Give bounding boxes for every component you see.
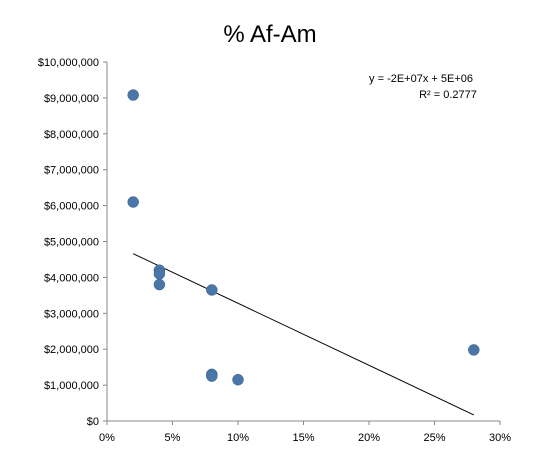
trendline-layer (132, 253, 475, 416)
scatter-point (153, 278, 166, 291)
y-tick-label: $1,000,000 (44, 380, 99, 392)
chart-title: % Af-Am (223, 21, 316, 48)
x-tick-label: 25% (423, 432, 445, 444)
x-tick-label: 0% (99, 432, 115, 444)
x-tick-label: 20% (358, 432, 380, 444)
x-axis-ticks: 0% 5% 10% 15% 20% 25% 30% (99, 421, 511, 444)
trendline (132, 253, 475, 416)
x-tick-label: 15% (292, 432, 314, 444)
y-tick-label: $3,000,000 (44, 308, 99, 320)
data-points (127, 89, 480, 386)
y-tick-label: $8,000,000 (44, 129, 99, 141)
y-tick-label: $5,000,000 (44, 237, 99, 249)
trendline-equation: y = -2E+07x + 5E+06 (369, 73, 473, 85)
r-squared: R² = 0.2777 (419, 89, 477, 101)
x-tick-label: 10% (227, 432, 249, 444)
y-axis-ticks: $0 $1,000,000 $2,000,000 $3,000,000 $4,000,0… (38, 57, 107, 428)
scatter-point (468, 344, 480, 356)
x-tick-label: 30% (489, 432, 511, 444)
y-tick-label: $0 (87, 416, 99, 428)
y-tick-label: $4,000,000 (44, 272, 99, 284)
y-tick-label: $2,000,000 (44, 344, 99, 356)
scatter-point (153, 268, 166, 280)
chart-axes (106, 62, 500, 422)
y-tick-label: $10,000,000 (38, 57, 99, 69)
y-tick-label: $9,000,000 (44, 93, 99, 105)
scatter-point (232, 373, 244, 386)
y-tick-label: $7,000,000 (44, 165, 99, 177)
scatter-point (127, 89, 139, 101)
scatter-point (127, 196, 139, 208)
scatter-point (206, 284, 218, 296)
scatter-point (206, 370, 218, 382)
y-tick-label: $6,000,000 (44, 201, 99, 213)
x-tick-label: 5% (165, 432, 181, 444)
